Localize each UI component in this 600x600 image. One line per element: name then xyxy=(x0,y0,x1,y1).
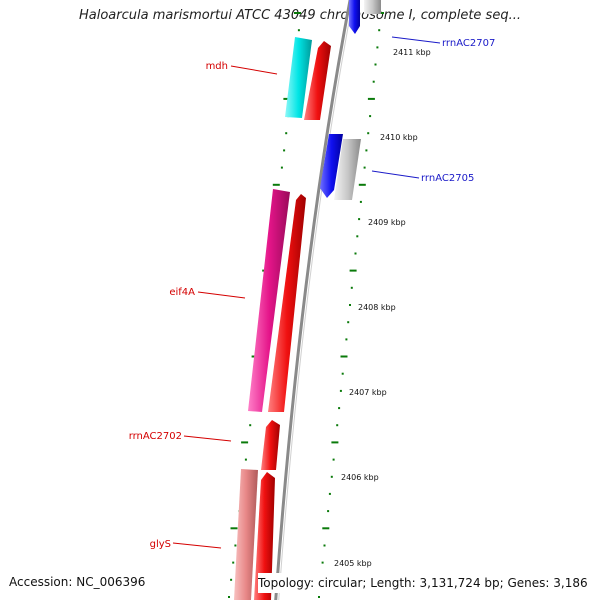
minor-tick-dot xyxy=(232,561,235,564)
minor-tick-dot xyxy=(338,407,341,410)
minor-tick-dot xyxy=(358,218,361,221)
minor-tick-dot xyxy=(376,46,379,49)
minor-tick-dot xyxy=(280,166,283,169)
summary-text: Topology: circular; Length: 3,131,724 bp… xyxy=(258,573,600,593)
feature-mdh[interactable] xyxy=(285,37,312,118)
major-tick-mark xyxy=(367,97,375,100)
genome-backbone xyxy=(274,0,352,600)
tick-label-2411: 2411 kbp xyxy=(393,48,431,57)
minor-tick-dot xyxy=(349,304,351,306)
minor-tick-dot xyxy=(321,561,324,564)
minor-tick-dot xyxy=(328,492,331,495)
tick-label-2409: 2409 kbp xyxy=(368,218,406,227)
minor-tick-dot xyxy=(341,372,344,375)
leader-rrnAC2702 xyxy=(183,435,232,442)
leader-eif4A xyxy=(197,291,246,299)
feature-rrnAC2702[interactable] xyxy=(261,420,280,470)
feature-rrnAC2707-blue-top[interactable] xyxy=(349,0,360,34)
minor-tick-dot xyxy=(327,510,330,513)
minor-tick-dot xyxy=(228,596,230,598)
leader-rrnAC2707 xyxy=(391,36,441,44)
minor-tick-dot xyxy=(350,286,353,289)
feature-rrnAC2705-blue[interactable] xyxy=(320,134,343,198)
minor-tick-dot xyxy=(359,200,362,203)
minor-tick-dot xyxy=(374,63,377,66)
feature-glyS[interactable] xyxy=(234,469,258,600)
minor-tick-dot xyxy=(356,235,359,238)
minor-tick-dot xyxy=(365,149,368,152)
major-tick-mark xyxy=(358,183,366,186)
minor-tick-dot xyxy=(297,29,300,32)
major-tick-mark xyxy=(322,527,330,530)
accession-text: Accession: NC_006396 xyxy=(9,575,146,589)
tick-label-2406: 2406 kbp xyxy=(341,473,379,482)
gene-label-rrnAC2707[interactable]: rrnAC2707 xyxy=(442,38,495,49)
minor-tick-dot xyxy=(372,80,375,83)
major-tick-mark xyxy=(331,441,339,444)
minor-tick-dot xyxy=(230,578,233,581)
minor-tick-dot xyxy=(285,132,288,135)
minor-tick-dot xyxy=(345,338,348,341)
minor-tick-dot xyxy=(318,596,320,598)
feature-glyS-adjacent-cds[interactable] xyxy=(254,472,275,600)
minor-tick-dot xyxy=(336,424,339,427)
gene-label-glyS[interactable]: glyS xyxy=(150,539,171,550)
major-tick-mark xyxy=(241,441,249,444)
minor-tick-dot xyxy=(323,544,326,547)
minor-tick-dot xyxy=(249,424,252,427)
gene-label-mdh[interactable]: mdh xyxy=(206,61,228,72)
minor-tick-dot xyxy=(378,29,381,32)
minor-tick-dot xyxy=(283,149,286,152)
leader-glyS xyxy=(172,542,222,549)
tick-label-2405: 2405 kbp xyxy=(334,559,372,568)
minor-tick-dot xyxy=(354,252,357,255)
feature-eif4A[interactable] xyxy=(248,189,290,412)
gene-label-rrnAC2702[interactable]: rrnAC2702 xyxy=(129,431,182,442)
minor-tick-dot xyxy=(347,321,350,324)
leader-rrnAC2705 xyxy=(371,170,420,179)
major-tick-mark xyxy=(349,269,357,272)
feature-eif4A-adjacent-cds[interactable] xyxy=(268,194,306,412)
genome-backbone-highlight xyxy=(278,0,354,600)
major-tick-mark xyxy=(230,527,238,530)
major-tick-mark xyxy=(294,12,301,14)
minor-tick-dot xyxy=(330,475,333,478)
minor-tick-dot xyxy=(332,458,335,461)
minor-tick-dot xyxy=(234,544,237,547)
gene-label-rrnAC2705[interactable]: rrnAC2705 xyxy=(421,173,474,184)
minor-tick-dot xyxy=(369,115,372,118)
feature-mdh-adjacent-cds[interactable] xyxy=(304,41,331,120)
minor-tick-dot xyxy=(367,132,370,135)
map-title: Haloarcula marismortui ATCC 43049 chromo… xyxy=(79,8,521,23)
major-tick-mark xyxy=(283,97,291,100)
major-tick-mark xyxy=(272,183,280,186)
tick-label-2410: 2410 kbp xyxy=(380,133,418,142)
minor-tick-dot xyxy=(363,166,366,169)
minor-tick-dot xyxy=(339,389,342,392)
tick-label-2408: 2408 kbp xyxy=(358,303,396,312)
feature-grey-top[interactable] xyxy=(364,0,381,14)
minor-tick-dot xyxy=(244,458,247,461)
feature-rrnAC2705-grey[interactable] xyxy=(334,139,361,200)
tick-label-2407: 2407 kbp xyxy=(349,388,387,397)
gene-label-eif4A[interactable]: eif4A xyxy=(169,287,195,298)
leader-mdh xyxy=(230,65,278,75)
major-tick-mark xyxy=(340,355,348,358)
